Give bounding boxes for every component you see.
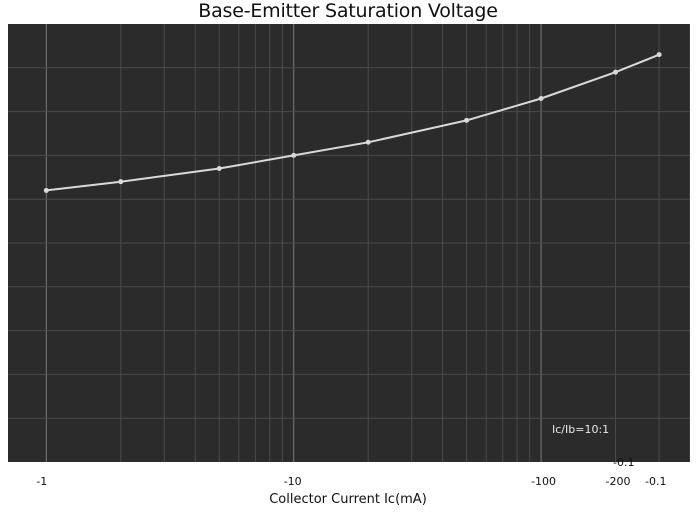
series-line xyxy=(46,53,660,192)
data-point xyxy=(118,179,124,185)
y-tick-label: -0.1 xyxy=(645,475,667,488)
data-point xyxy=(613,69,619,75)
x-tick-label: -100 xyxy=(531,475,557,488)
ratio-annotation: Ic/Ib=10:1 xyxy=(552,423,610,436)
plot-svg xyxy=(8,24,690,462)
x-tick-label: -200 xyxy=(605,475,631,488)
data-point xyxy=(538,95,544,101)
data-point xyxy=(216,166,222,172)
data-point xyxy=(43,187,49,193)
x-tick-label: -10 xyxy=(283,475,302,488)
plot-area xyxy=(8,24,690,462)
x-axis-label: Collector Current Ic(mA) xyxy=(269,492,427,507)
data-point xyxy=(656,52,662,58)
chart-title: Base-Emitter Saturation Voltage xyxy=(198,0,498,22)
data-point xyxy=(291,152,297,158)
data-point xyxy=(365,139,371,145)
data-point xyxy=(464,117,470,123)
x-tick-label: -1 xyxy=(36,475,48,488)
y-tick-label: -0.1 xyxy=(613,456,635,469)
